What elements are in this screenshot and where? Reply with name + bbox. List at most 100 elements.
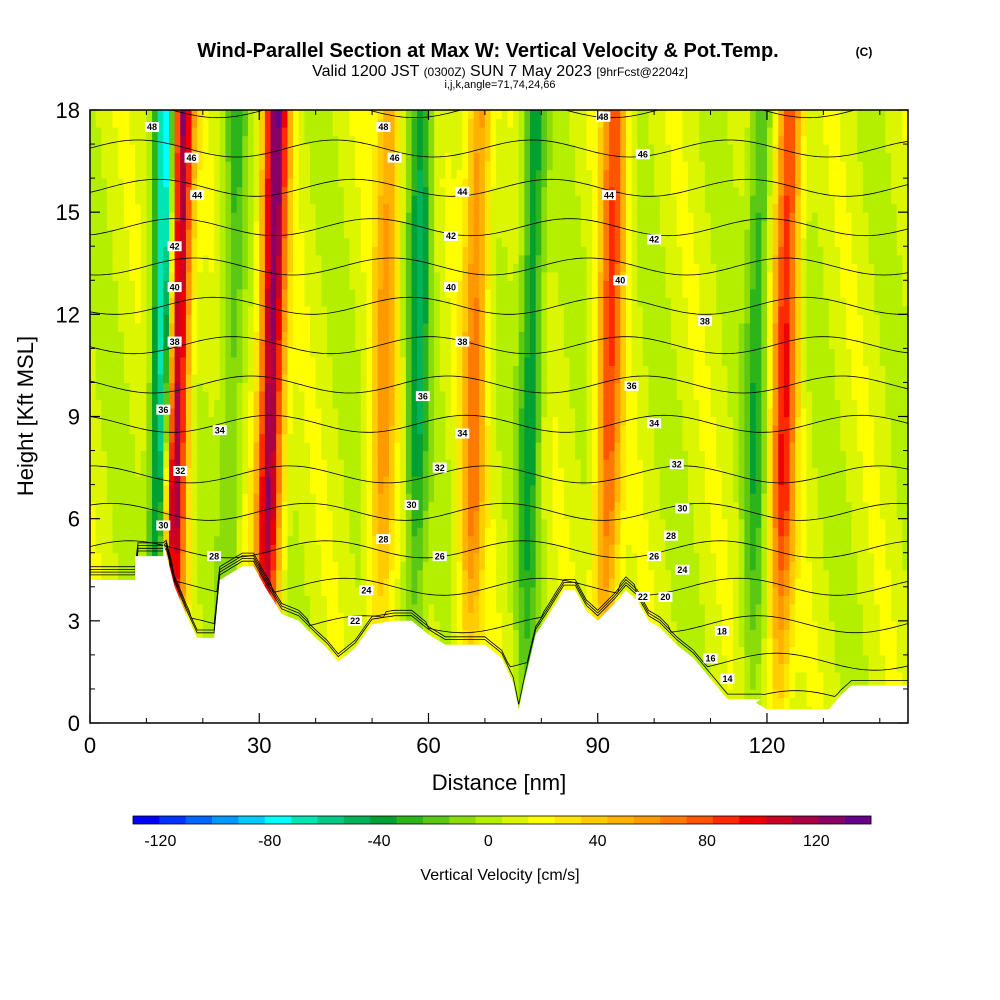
w-cell bbox=[304, 399, 311, 409]
w-cell bbox=[253, 425, 260, 435]
w-cell bbox=[293, 552, 300, 562]
w-cell bbox=[293, 373, 300, 384]
w-cell bbox=[236, 322, 243, 332]
w-cell bbox=[428, 135, 435, 145]
w-cell bbox=[321, 407, 328, 418]
w-cell bbox=[95, 246, 102, 256]
w-cell bbox=[168, 527, 176, 537]
w-cell bbox=[428, 246, 435, 256]
w-cell bbox=[95, 178, 102, 188]
w-cell bbox=[445, 493, 452, 503]
w-cell bbox=[185, 390, 193, 401]
w-cell bbox=[315, 246, 322, 256]
w-cell bbox=[174, 373, 181, 384]
w-cell bbox=[405, 467, 413, 477]
w-cell bbox=[388, 612, 396, 622]
w-cell bbox=[383, 288, 390, 298]
w-cell bbox=[388, 127, 396, 137]
w-cell bbox=[140, 127, 148, 137]
w-cell bbox=[264, 161, 272, 171]
w-cell bbox=[247, 178, 255, 188]
w-cell bbox=[422, 254, 430, 264]
w-cell bbox=[202, 450, 210, 460]
w-cell bbox=[394, 144, 401, 154]
w-cell bbox=[343, 152, 351, 162]
w-cell bbox=[287, 595, 294, 605]
w-cell bbox=[338, 518, 345, 528]
w-cell bbox=[219, 544, 226, 554]
w-cell bbox=[174, 118, 181, 128]
w-cell bbox=[259, 161, 266, 171]
w-cell bbox=[310, 399, 317, 409]
w-cell bbox=[118, 212, 125, 222]
w-cell bbox=[366, 331, 373, 341]
w-cell bbox=[388, 237, 396, 247]
w-cell bbox=[231, 178, 238, 188]
w-cell bbox=[326, 297, 334, 307]
w-cell bbox=[123, 433, 131, 443]
w-cell bbox=[129, 339, 136, 349]
w-cell bbox=[118, 493, 125, 503]
w-cell bbox=[185, 263, 193, 273]
w-cell bbox=[219, 518, 226, 528]
w-cell bbox=[383, 212, 390, 222]
w-cell bbox=[355, 552, 362, 562]
w-cell bbox=[270, 237, 277, 247]
w-cell bbox=[208, 339, 215, 349]
w-cell bbox=[253, 399, 260, 409]
w-cell bbox=[355, 603, 362, 613]
w-cell bbox=[434, 535, 441, 545]
w-cell bbox=[332, 510, 339, 520]
w-cell bbox=[259, 212, 266, 222]
valid-utc: (0300Z) bbox=[424, 65, 466, 79]
w-cell bbox=[377, 425, 384, 435]
w-cell bbox=[276, 203, 283, 213]
w-cell bbox=[168, 263, 176, 273]
w-cell bbox=[197, 586, 204, 596]
w-cell bbox=[343, 646, 351, 656]
w-cell bbox=[236, 195, 243, 205]
w-cell bbox=[219, 212, 226, 222]
w-cell bbox=[287, 433, 294, 443]
w-cell bbox=[422, 425, 430, 435]
w-cell bbox=[146, 518, 153, 528]
w-cell bbox=[112, 569, 119, 579]
w-cell bbox=[231, 476, 238, 486]
w-cell bbox=[332, 561, 339, 571]
w-cell bbox=[276, 110, 283, 120]
w-cell bbox=[293, 169, 300, 179]
w-cell bbox=[332, 399, 339, 409]
w-cell bbox=[338, 390, 345, 401]
w-cell bbox=[332, 450, 339, 460]
w-cell bbox=[394, 314, 401, 324]
w-cell bbox=[411, 305, 418, 315]
w-cell bbox=[298, 365, 305, 375]
w-cell bbox=[388, 544, 396, 554]
w-cell bbox=[377, 450, 384, 460]
w-cell bbox=[174, 365, 181, 375]
w-cell bbox=[445, 373, 452, 384]
w-cell bbox=[405, 356, 413, 367]
w-cell bbox=[264, 110, 272, 120]
w-cell bbox=[242, 399, 249, 409]
w-cell bbox=[242, 288, 249, 298]
w-cell bbox=[163, 322, 170, 332]
w-cell bbox=[343, 220, 351, 230]
w-cell bbox=[157, 212, 164, 222]
w-cell bbox=[310, 297, 317, 307]
w-cell bbox=[247, 484, 255, 494]
w-cell bbox=[146, 535, 153, 545]
w-cell bbox=[394, 331, 401, 341]
w-cell bbox=[202, 578, 210, 588]
w-cell bbox=[185, 314, 193, 324]
w-cell bbox=[298, 118, 305, 128]
w-cell bbox=[225, 407, 232, 418]
w-cell bbox=[219, 152, 226, 162]
w-cell bbox=[422, 365, 430, 375]
w-cell bbox=[163, 314, 170, 324]
w-cell bbox=[264, 476, 272, 486]
w-cell bbox=[129, 212, 136, 222]
w-cell bbox=[360, 169, 368, 179]
w-cell bbox=[231, 493, 238, 503]
w-cell bbox=[383, 271, 390, 281]
